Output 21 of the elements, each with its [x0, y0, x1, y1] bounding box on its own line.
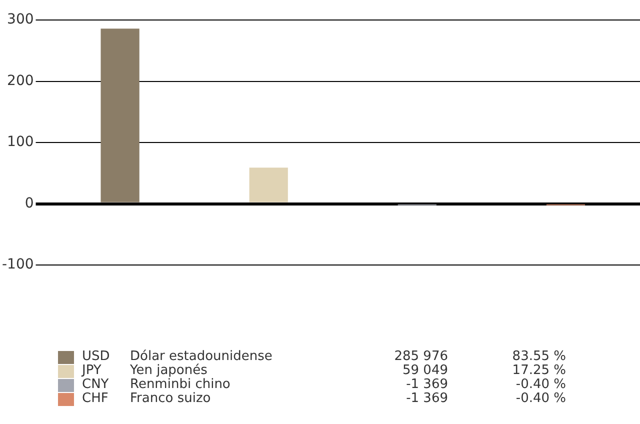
text: -0.40 % [514, 377, 567, 392]
y-tick-label: 200 [7, 72, 34, 89]
text: -1 369 [405, 377, 449, 392]
text: Yen japonés [130, 363, 208, 378]
text: CNY [82, 377, 110, 392]
y-tick-label: 300 [7, 12, 34, 28]
y-tick-label: -100 [2, 256, 34, 273]
y-tick-label: 100 [7, 134, 34, 150]
text: 83.55 % [511, 349, 567, 364]
text: Dólar estadounidense [130, 349, 274, 364]
y-tick-label: 0 [24, 195, 34, 212]
text: Renminbi chino [130, 377, 232, 392]
text: 285 976 [393, 349, 449, 364]
text: -1 369 [405, 391, 449, 406]
text: JPY [82, 363, 102, 378]
text: Franco suizo [130, 391, 212, 406]
text: 17.25 % [511, 363, 567, 378]
text: -0.40 % [514, 391, 567, 406]
text: USD [82, 349, 111, 364]
text: 59 049 [402, 363, 449, 378]
text: CHF [82, 391, 110, 406]
